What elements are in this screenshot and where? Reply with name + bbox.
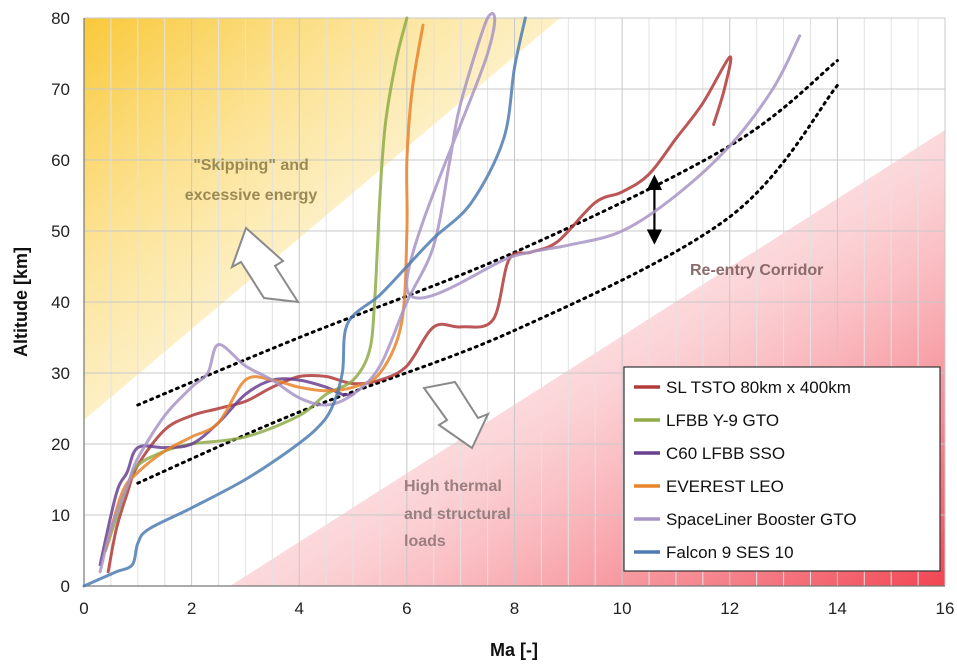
x-tick-label: 8 — [510, 599, 519, 618]
y-tick-label: 20 — [51, 435, 70, 454]
thermal-annotation: High thermal and structural loads — [404, 380, 511, 550]
y-tick-label: 40 — [51, 293, 70, 312]
y-tick-label: 70 — [51, 80, 70, 99]
legend-label: LFBB Y-9 GTO — [666, 411, 779, 430]
series-lines — [82, 12, 802, 588]
legend: SL TSTO 80km x 400km LFBB Y-9 GTO C60 LFBB… — [623, 366, 941, 572]
x-tick-label: 14 — [828, 599, 847, 618]
skipping-label-line2: excessive energy — [185, 187, 318, 204]
legend-label: SpaceLiner Booster GTO — [666, 510, 857, 529]
legend-label: C60 LFBB SSO — [666, 444, 785, 463]
skipping-arrow-icon — [230, 226, 300, 304]
x-tick-label: 6 — [402, 599, 411, 618]
y-tick-label: 30 — [51, 364, 70, 383]
legend-label: EVEREST LEO — [666, 477, 784, 496]
skipping-annotation: "Skipping" and excessive energy — [185, 157, 318, 304]
y-tick-label: 80 — [51, 9, 70, 28]
x-tick-label: 10 — [613, 599, 632, 618]
y-axis-title: Altitude [km] — [11, 247, 31, 357]
x-tick-label: 4 — [295, 599, 304, 618]
legend-label: SL TSTO 80km x 400km — [666, 378, 851, 397]
skipping-label-line1: "Skipping" and — [193, 157, 309, 174]
series-line — [104, 16, 409, 552]
x-tick-label: 0 — [79, 599, 88, 618]
legend-box — [623, 366, 941, 572]
series-line — [82, 16, 527, 588]
axes: 0 2 4 6 8 10 12 14 16 0 10 20 30 40 50 60 70 80 — [51, 9, 954, 618]
series-line — [104, 23, 425, 552]
thermal-label-line2: and structural — [404, 506, 511, 523]
legend-label: Falcon 9 SES 10 — [666, 543, 794, 562]
x-tick-label: 16 — [936, 599, 955, 618]
series-line — [98, 12, 802, 574]
x-tick-label: 2 — [187, 599, 196, 618]
thermal-label-line1: High thermal — [404, 478, 502, 495]
x-axis-title: Ma [-] — [490, 640, 538, 660]
thermal-arrow-icon — [422, 380, 490, 450]
y-tick-label: 60 — [51, 151, 70, 170]
series-line — [106, 55, 733, 574]
y-tick-label: 0 — [61, 577, 70, 596]
y-tick-label: 10 — [51, 506, 70, 525]
thermal-label-line3: loads — [404, 533, 446, 550]
corridor-lower-bound — [136, 83, 839, 485]
y-tick-label: 50 — [51, 222, 70, 241]
corridor-label: Re-entry Corridor — [690, 262, 823, 279]
x-tick-label: 12 — [720, 599, 739, 618]
skipping-zone — [84, 18, 560, 420]
